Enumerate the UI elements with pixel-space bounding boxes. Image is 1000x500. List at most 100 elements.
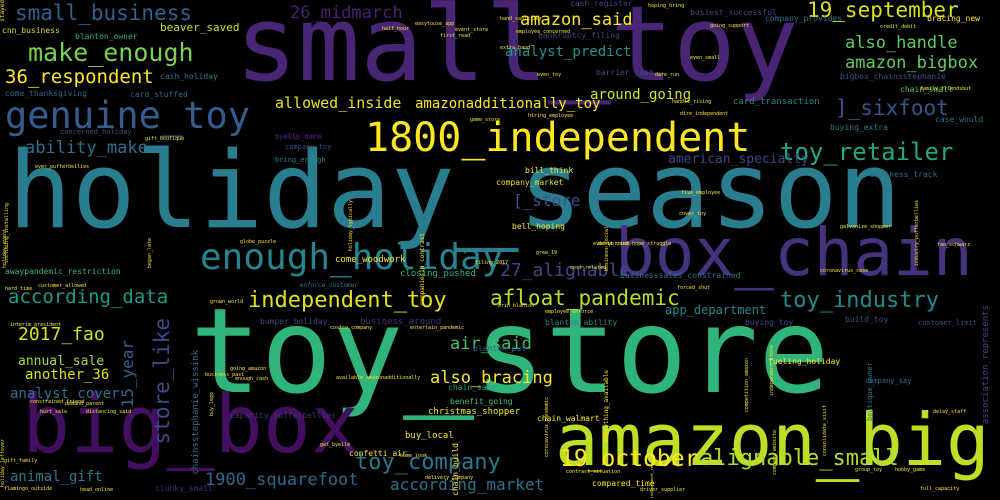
cloud-word: handle_rising [672,99,712,105]
cloud-word: blanton_ability [545,318,618,327]
cloud-word: chain_sale [448,383,497,392]
cloud-word: first_read [440,33,471,39]
cloud-word: chain_walmart [537,414,600,423]
cloud-word: globe_puzzle [240,239,277,245]
cloud-word: business_past [205,372,245,378]
cloud-word: competition_amazon [744,358,750,413]
cloud-word: even_toy [537,72,562,78]
cloud-word: driver_supplier [640,487,686,493]
cloud-word: independent_retailer [649,452,654,499]
cloud-word: company_market [496,178,564,187]
cloud-word: independent_toy [248,288,447,313]
cloud-word: filing_2017 [475,260,509,266]
cloud-word: 36_respondent [5,66,154,88]
cloud-word: bracing_new [927,14,980,23]
cloud-word: concerned_holiday [60,128,132,136]
cloud-word: genuine_toy [5,94,251,137]
cloud-word: hand_sanitizer [500,16,543,22]
cloud-word: amazon_bigbox [845,53,979,73]
cloud-word: customer_allowed [38,283,87,289]
cloud-word: event_store [455,27,489,33]
cloud-word: blanton_put [473,344,526,353]
cloud-word: make_enough [28,38,194,67]
cloud-word: businesssales_constrained [620,271,741,280]
cloud-word: full_capacity [920,486,960,492]
cloud-word: customer_limit [918,319,978,327]
cloud-word: buying_extra [830,123,888,132]
cloud-word: independent_store [769,345,775,397]
cloud-word: 27_alignable [500,260,631,281]
cloud-word: chain_build [451,443,460,496]
cloud-word: erin_blanton [498,303,535,309]
cloud-word: constrained_friend [30,399,85,405]
cloud-word: gift_boutique [145,136,185,142]
cloud-word: 19_september [807,0,959,22]
cloud-word: delay_staff [933,409,967,415]
cloud-word: cash_register [570,0,633,8]
cloud-word: confetti_air [349,449,407,458]
cloud-word: toy_retailer [780,138,954,166]
cloud-word: cover_toy [679,211,707,217]
cloud-word: delivery_company [425,475,474,481]
cloud-word: busiest_successful [690,8,777,17]
cloud-word: everything_available [603,370,610,443]
cloud-word: also_handle [845,33,958,53]
cloud-word: ability_make [25,138,148,158]
cloud-word: analyst_predict [505,44,632,60]
cloud-word: fueling_holiday [768,357,841,366]
cloud-word: coronavirus_pandemic [544,397,550,458]
cloud-word: enough_cash [235,376,269,382]
cloud-word: toy_store [190,282,830,420]
cloud-word: animal_gift [10,469,103,485]
cloud-word: cost_related [570,265,607,271]
cloud-word: chain_small [900,85,953,94]
cloud-word: big_store [285,132,323,140]
cloud-word: buy_local [405,431,454,441]
cloud-word: amazonadditionally_toy [415,96,601,112]
cloud-word: bumper_holiday [260,317,328,326]
cloud-word: cnn_business [2,26,60,35]
cloud-word: 15_year [118,340,137,408]
cloud-word: benefit_going [450,397,513,406]
cloud-word: hobby_game [895,467,926,473]
cloud-word: company_provides [765,14,843,23]
cloud-word: family_friendsbut [920,86,972,92]
cloud-word: flamingo_outside [4,486,53,492]
cloud-word: head_online [80,487,114,493]
cloud-word: bigbox_chainsstephanie [840,72,946,81]
cloud-word: entertain_pandemic [410,325,465,331]
cloud-word: began_late [147,238,153,269]
cloud-word: enforce_customer [300,282,358,289]
cloud-word: small_toy [235,0,799,105]
cloud-word: dare_run [655,72,680,78]
cloud-word: forced_shut [677,285,711,291]
cloud-word: distancing_said [86,409,132,415]
cloud-word: group_toy [855,467,883,473]
cloud-word: 1900_squarefoot [205,470,359,490]
cloud-word: store_like [150,318,174,445]
cloud-word: half_hour [382,26,410,32]
cloud-word: bankruptcy_filing [538,31,620,40]
cloud-word: according_market [390,475,545,494]
cloud-word: company_website [772,430,778,476]
cloud-word: cash_holiday [160,72,218,81]
cloud-word: company_say [865,377,912,385]
cloud-word: buy_lego [209,392,215,417]
cloud-word: chainsstephanie_wissink [191,350,201,475]
cloud-word: company_toy [285,143,332,151]
cloud-word: going_support [710,23,750,29]
cloud-word: buying_toy [745,318,794,327]
cloud-word: demand_parent [65,401,105,407]
cloud-word: toy_company [355,450,501,475]
cloud-word: easytouse_app [415,21,455,27]
cloud-word: beaver_saved [160,21,240,34]
cloud-word: clunky_small [155,484,213,493]
cloud-word: hard_time [5,286,33,292]
cloud-word: hiring_employee [528,113,574,119]
cloud-word: stayed [0,0,6,22]
cloud-word: holiday_leftover [0,439,6,488]
cloud-word: going_amazon [230,366,267,372]
cloud-word: christmas_shopper [428,407,521,417]
cloud-word: association_represents [981,305,991,425]
